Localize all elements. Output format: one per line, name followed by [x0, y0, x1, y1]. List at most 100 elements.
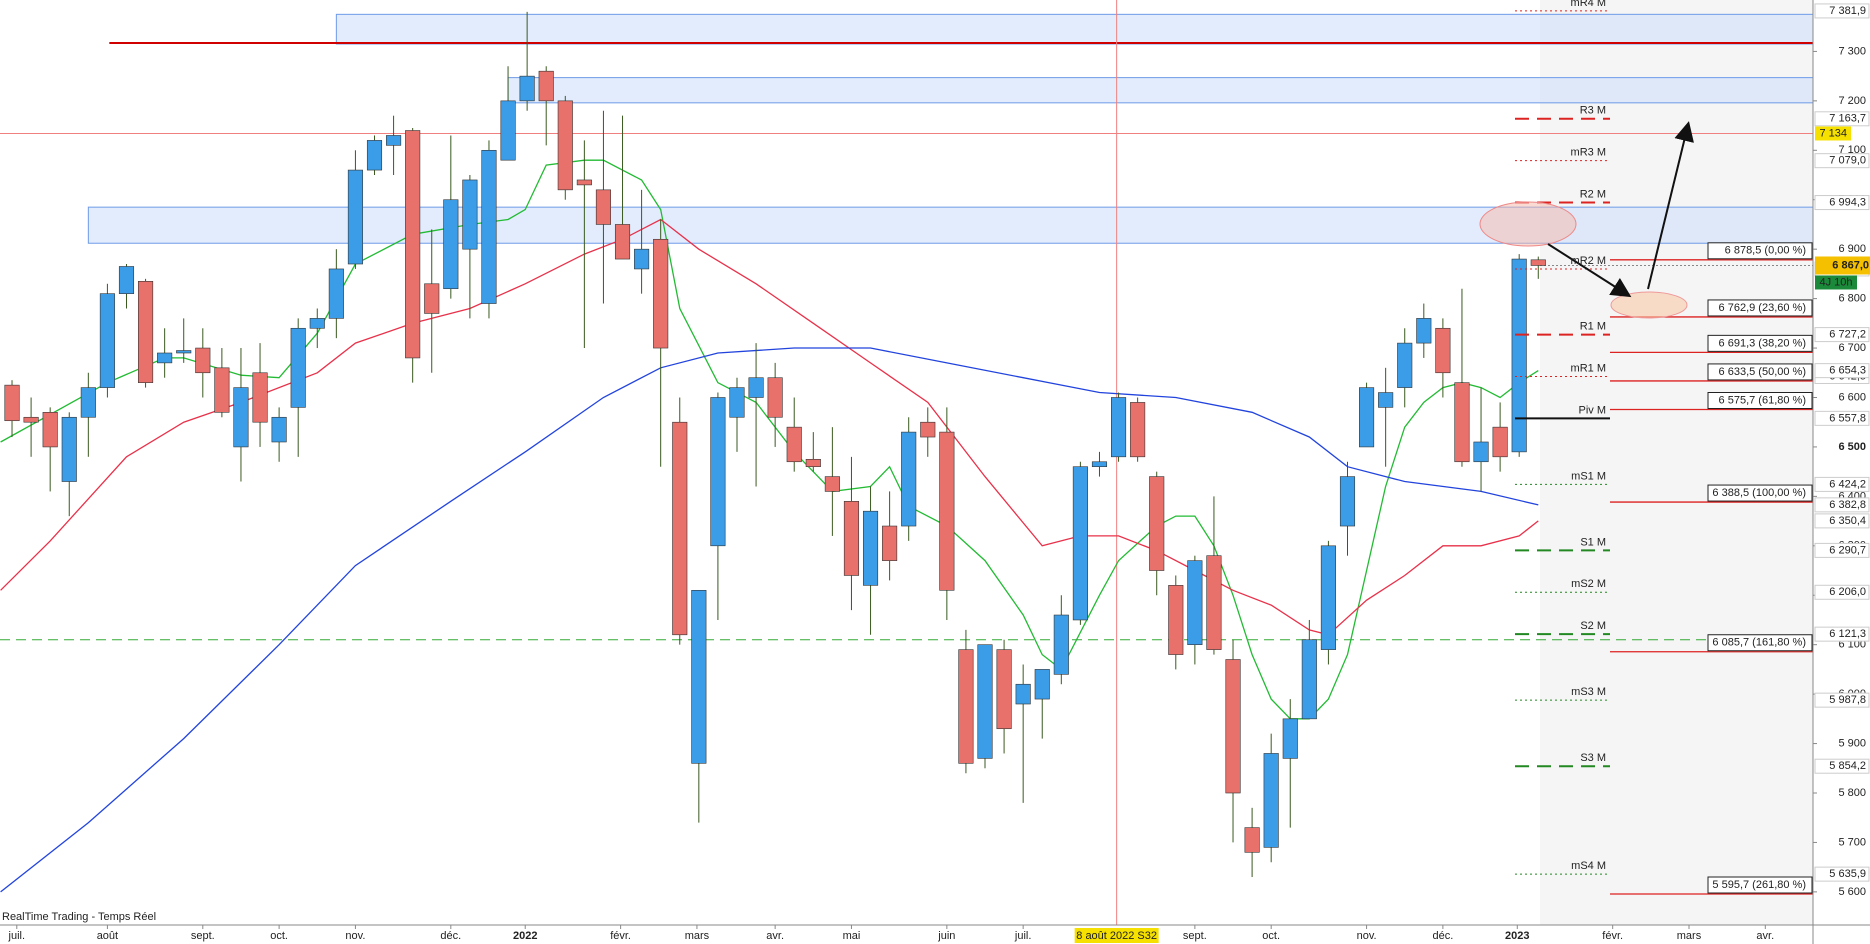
candle-body	[767, 377, 783, 418]
pivot-name: S1 M	[1580, 536, 1606, 548]
candle-body	[882, 525, 898, 561]
pivot-value: 6 290,7	[1829, 544, 1866, 556]
candle-body	[1339, 476, 1356, 527]
candle-body	[1263, 753, 1279, 848]
pivot-value: 7 381,9	[1829, 5, 1866, 17]
fibo-label: 6 691,3 (38,20 %)	[1719, 337, 1806, 349]
pivot-name: R2 M	[1580, 188, 1606, 200]
y-tick-label: 7 300	[1838, 45, 1866, 57]
x-tick-label: nov.	[1357, 930, 1377, 942]
pivot-name: mS3 M	[1571, 686, 1606, 698]
x-tick-label: avr.	[766, 930, 784, 942]
candle-body	[538, 70, 554, 102]
y-tick-label: 5 800	[1838, 787, 1866, 799]
future-area	[1540, 0, 1813, 925]
pivot-value-bg	[1814, 626, 1870, 642]
moving-average	[0, 347, 1539, 893]
candle-body	[462, 179, 478, 250]
countdown: 4J 10h	[1819, 276, 1852, 288]
arrow	[1647, 121, 1694, 290]
x-tick-label: août	[97, 930, 118, 942]
candle-body	[138, 281, 154, 383]
candle-body	[1244, 827, 1260, 853]
zone	[335, 13, 1814, 45]
candle-body	[1225, 659, 1241, 794]
pivot-value: 6 206,0	[1829, 586, 1866, 598]
candle-body	[1091, 461, 1108, 468]
fibo-label: 6 575,7 (61,80 %)	[1719, 394, 1806, 406]
y-tick-label: 6 600	[1838, 391, 1866, 403]
candle-body	[786, 426, 802, 463]
x-tick-label: oct.	[270, 930, 288, 942]
fibo-box	[1707, 392, 1813, 410]
cursor-label-bg	[1074, 928, 1159, 943]
candle-body	[576, 179, 592, 186]
candle-body	[195, 347, 211, 374]
x-tick-label: déc.	[440, 930, 461, 942]
fibo-label: 6 388,5 (100,00 %)	[1712, 487, 1806, 499]
fibo-box	[1707, 876, 1813, 894]
x-tick-label: 2022	[513, 930, 537, 942]
candle-body	[977, 644, 993, 759]
pivot-value-bg	[1814, 153, 1870, 169]
fibo-label: 6 878,5 (0,00 %)	[1725, 245, 1806, 257]
pivot-value: 6 727,2	[1829, 329, 1866, 341]
candle-body	[1168, 585, 1184, 655]
pivot-name: mR3 M	[1571, 147, 1606, 159]
candle-body	[157, 352, 173, 364]
candle-body	[939, 431, 955, 591]
candle-body	[4, 384, 20, 422]
candle-body	[347, 169, 363, 265]
pivot-value-bg	[1814, 410, 1870, 426]
candle-body	[118, 266, 135, 294]
x-tick-label: déc.	[1432, 930, 1453, 942]
candle-body	[1053, 614, 1069, 675]
candle-body	[500, 100, 516, 161]
fibo-label: 6 633,5 (50,00 %)	[1719, 366, 1806, 378]
pivot-value: 5 635,9	[1829, 868, 1866, 880]
price-box	[1815, 126, 1851, 141]
candle-body	[99, 293, 115, 388]
candle-body	[1111, 397, 1127, 458]
arrow	[1547, 243, 1632, 298]
fibo-box	[1707, 484, 1813, 502]
x-tick-label: juil.	[8, 930, 26, 942]
x-tick-label: 2023	[1505, 930, 1529, 942]
candle-body	[862, 510, 879, 586]
candle-body	[653, 238, 669, 349]
candle-body	[901, 431, 917, 527]
candle-body	[595, 189, 611, 225]
pivot-name: R3 M	[1580, 105, 1606, 117]
x-tick-label: sept.	[1183, 930, 1207, 942]
labels-layer: 8 août 2022 S32 mR4 M 7 381,9 R3 M 7 163,7 mR…	[1074, 0, 1870, 943]
x-tick-label: mars	[685, 930, 710, 942]
pivot-value-bg	[1814, 3, 1870, 19]
candle-body	[1187, 560, 1203, 645]
y-tick-label: 7 200	[1838, 95, 1866, 107]
candle-body	[1015, 683, 1031, 705]
annotations	[1479, 121, 1694, 319]
candle-body	[290, 327, 306, 408]
ellipse-note	[1479, 201, 1577, 247]
pivot-name: mR2 M	[1571, 255, 1606, 267]
candle-body	[1473, 441, 1489, 463]
pivot-name: R1 M	[1580, 321, 1606, 333]
candle-body	[481, 149, 497, 304]
candle-body	[1397, 342, 1413, 388]
x-tick-label: févr.	[610, 930, 631, 942]
pivot-name: mS2 M	[1571, 578, 1606, 590]
pivot-value-bg	[1814, 758, 1870, 774]
fibo-box	[1707, 299, 1813, 317]
pivot-name: mR1 M	[1571, 362, 1606, 374]
y-tick-label: 6 700	[1838, 342, 1866, 354]
pivot-value: 6 424,2	[1829, 478, 1866, 490]
candle-body	[386, 135, 402, 146]
candle-body	[23, 416, 39, 423]
candle-body	[672, 421, 688, 636]
pivot-value: 7 163,7	[1829, 113, 1866, 125]
candle-body	[1511, 258, 1527, 453]
candle-body	[328, 268, 344, 319]
x-tick-label: sept.	[191, 930, 215, 942]
candle-body	[405, 130, 421, 359]
